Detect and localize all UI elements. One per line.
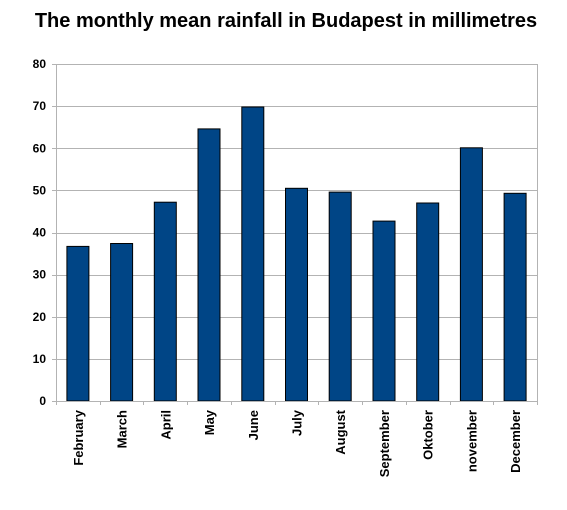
bar-oktober: [416, 202, 440, 402]
x-tick-label: April: [158, 410, 173, 440]
bar-september: [372, 220, 396, 402]
x-tick-label: December: [508, 410, 523, 473]
bar-may: [197, 128, 221, 402]
x-tick-label: February: [71, 409, 86, 465]
x-tick-label: november: [464, 410, 479, 472]
x-tick-label: June: [246, 410, 261, 440]
y-tick-label: 10: [33, 352, 47, 366]
bar-november: [459, 147, 483, 402]
y-tick-label: 60: [33, 141, 47, 155]
y-tick-label: 0: [39, 394, 46, 408]
bar-march: [110, 243, 134, 402]
x-tick-label: March: [115, 410, 130, 448]
y-tick-label: 20: [33, 310, 47, 324]
bar-june: [241, 106, 265, 402]
bar-april: [153, 201, 177, 402]
y-axis-tick-labels: 0 10 20 30 40 50 60 70 80: [33, 57, 47, 408]
bar-august: [328, 191, 352, 402]
bar-july: [285, 187, 308, 402]
x-tick-label: September: [377, 410, 392, 477]
bar-december: [503, 192, 527, 402]
y-tick-label: 30: [33, 268, 47, 282]
y-tick-label: 40: [33, 226, 47, 240]
x-axis-tick-labels: February March April May June July August Septe…: [71, 409, 523, 477]
x-tick-label: May: [202, 409, 217, 435]
chart-title: The monthly mean rainfall in Budapest in…: [35, 10, 537, 32]
y-tick-label: 50: [33, 183, 47, 197]
bars: [66, 106, 527, 402]
x-tick-label: July: [290, 409, 305, 436]
bar-february: [66, 245, 90, 402]
y-tick-label: 70: [33, 99, 47, 113]
axes: [52, 64, 538, 405]
x-tick-label: Oktober: [421, 410, 436, 460]
x-tick-label: August: [333, 409, 348, 454]
y-tick-label: 80: [33, 57, 47, 71]
